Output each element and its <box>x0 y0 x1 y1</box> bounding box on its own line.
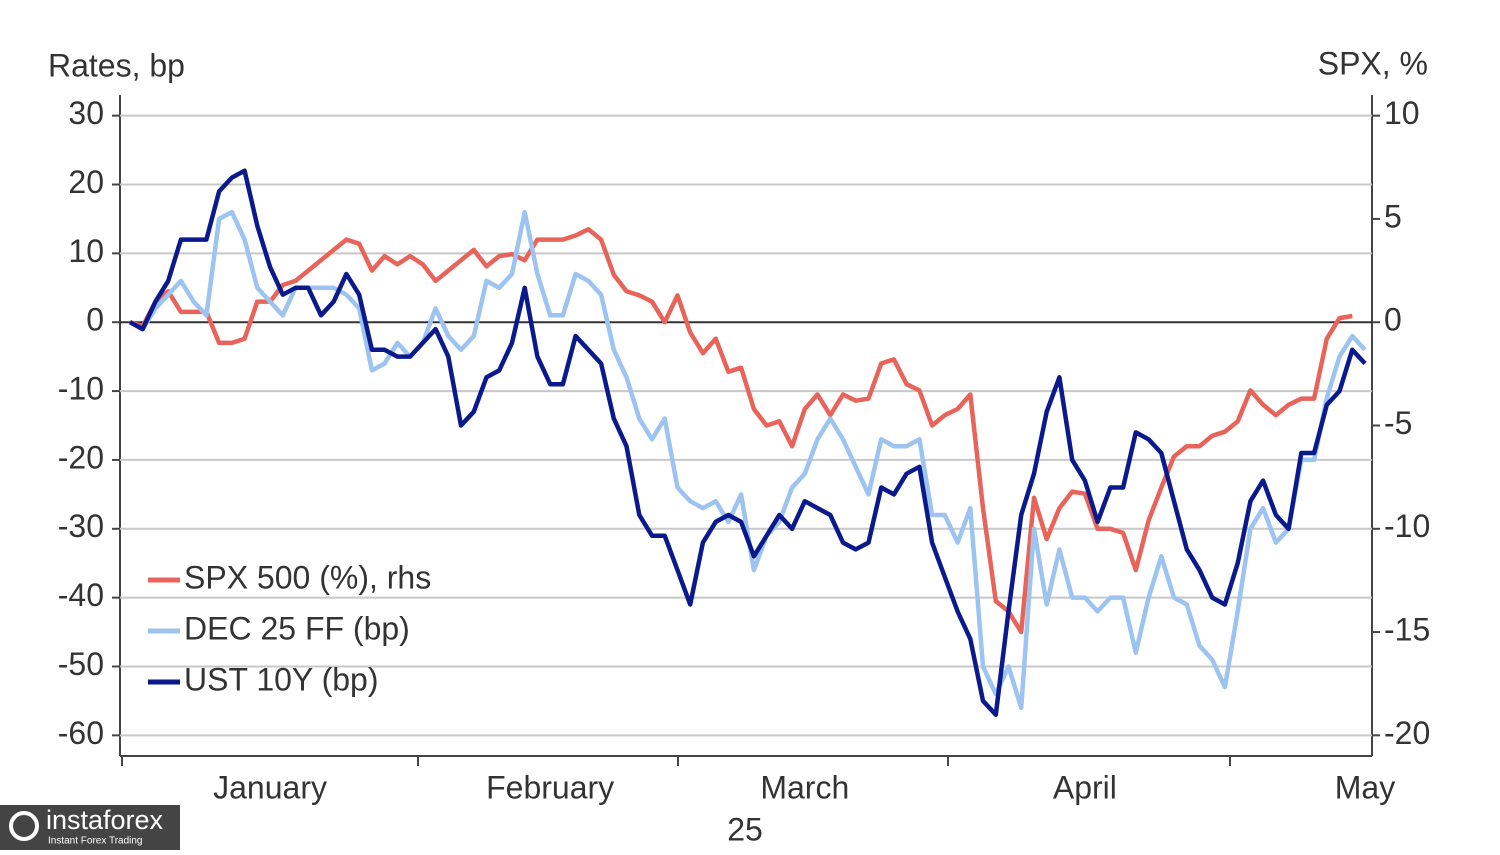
y2-tick-label: 0 <box>1384 302 1402 338</box>
y2-tick-label: -5 <box>1384 405 1412 441</box>
x-tick-label: January <box>213 769 327 805</box>
y-tick-label: 0 <box>86 302 104 338</box>
legend-label: DEC 25 FF (bp) <box>184 610 410 646</box>
y2-tick-label: 5 <box>1384 198 1402 234</box>
series-line <box>129 227 1353 635</box>
y2-axis-title: SPX, % <box>1318 45 1428 81</box>
y-tick-label: -40 <box>58 577 104 613</box>
y-axis-title: Rates, bp <box>48 47 185 83</box>
y2-tick-label: -20 <box>1384 715 1430 751</box>
y-tick-label: -10 <box>58 371 104 407</box>
series-line <box>128 209 1367 711</box>
series-line <box>128 168 1367 717</box>
legend-label: UST 10Y (bp) <box>184 661 378 697</box>
x-tick-label: March <box>760 769 849 805</box>
y-tick-label: -30 <box>58 508 104 544</box>
y2-tick-label: -10 <box>1384 508 1430 544</box>
y-tick-label: -20 <box>58 439 104 475</box>
y2-tick-label: -15 <box>1384 612 1430 648</box>
x-axis-sublabel: 25 <box>727 811 763 847</box>
x-tick-label: February <box>486 769 614 805</box>
y-tick-label: 20 <box>68 164 104 200</box>
y-tick-label: 10 <box>68 233 104 269</box>
y2-tick-label: 10 <box>1384 95 1420 131</box>
y-tick-label: -60 <box>58 715 104 751</box>
x-tick-label: April <box>1053 769 1117 805</box>
x-tick-label: May <box>1335 769 1395 805</box>
watermark-icon <box>9 811 39 841</box>
month-ticks <box>121 756 1231 766</box>
y-tick-label: 30 <box>68 95 104 131</box>
watermark-tagline: Instant Forex Trading <box>48 836 143 847</box>
y-tick-label: -50 <box>58 646 104 682</box>
legend-label: SPX 500 (%), rhs <box>184 559 431 595</box>
watermark: instaforex <box>46 805 164 835</box>
